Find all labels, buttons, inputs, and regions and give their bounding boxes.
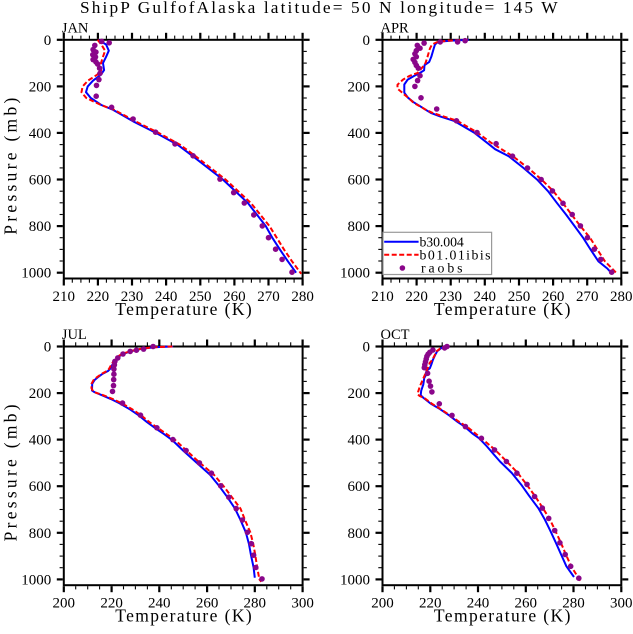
svg-text:270: 270 [576, 289, 599, 305]
svg-text:200: 200 [29, 386, 52, 402]
svg-text:280: 280 [562, 596, 585, 612]
svg-text:250: 250 [508, 289, 531, 305]
svg-text:800: 800 [348, 526, 371, 542]
svg-text:800: 800 [29, 526, 52, 542]
svg-text:230: 230 [121, 289, 144, 305]
svg-text:0: 0 [363, 33, 371, 49]
svg-text:280: 280 [610, 289, 633, 305]
svg-text:210: 210 [371, 289, 394, 305]
svg-text:Pressure (mb): Pressure (mb) [1, 98, 21, 235]
svg-text:Temperature (K): Temperature (K) [434, 299, 571, 319]
svg-text:400: 400 [348, 126, 371, 142]
svg-text:220: 220 [100, 596, 123, 612]
svg-text:240: 240 [155, 289, 178, 305]
svg-text:240: 240 [467, 596, 490, 612]
svg-text:400: 400 [348, 433, 371, 449]
svg-text:240: 240 [148, 596, 171, 612]
svg-text:300: 300 [610, 596, 633, 612]
svg-text:Temperature (K): Temperature (K) [434, 606, 571, 626]
svg-text:230: 230 [439, 289, 462, 305]
svg-text:200: 200 [348, 79, 371, 95]
svg-text:0: 0 [44, 33, 52, 49]
svg-text:raobs: raobs [421, 261, 463, 276]
svg-text:1000: 1000 [21, 266, 51, 282]
svg-text:210: 210 [53, 289, 76, 305]
svg-text:b30.004: b30.004 [420, 234, 464, 249]
svg-text:240: 240 [474, 289, 497, 305]
svg-text:OCT: OCT [381, 327, 410, 343]
svg-text:1000: 1000 [21, 572, 51, 588]
svg-text:600: 600 [29, 479, 52, 495]
svg-text:200: 200 [371, 596, 394, 612]
svg-text:b01.01ibis: b01.01ibis [420, 247, 491, 262]
svg-text:600: 600 [348, 173, 371, 189]
svg-text:600: 600 [29, 173, 52, 189]
svg-text:200: 200 [53, 596, 76, 612]
svg-text:Pressure (mb): Pressure (mb) [1, 404, 21, 541]
svg-text:1000: 1000 [340, 266, 370, 282]
svg-text:Temperature (K): Temperature (K) [115, 606, 252, 626]
svg-text:300: 300 [291, 596, 314, 612]
svg-text:280: 280 [244, 596, 267, 612]
svg-text:0: 0 [363, 340, 371, 356]
svg-text:800: 800 [348, 219, 371, 235]
svg-text:APR: APR [381, 21, 410, 37]
svg-text:260: 260 [223, 289, 246, 305]
svg-text:200: 200 [29, 79, 52, 95]
svg-text:1000: 1000 [340, 572, 370, 588]
svg-text:Temperature (K): Temperature (K) [115, 299, 252, 319]
svg-text:220: 220 [419, 596, 442, 612]
svg-text:260: 260 [542, 289, 565, 305]
svg-text:JAN: JAN [62, 21, 89, 37]
svg-text:400: 400 [29, 126, 52, 142]
svg-text:800: 800 [29, 219, 52, 235]
svg-text:220: 220 [405, 289, 428, 305]
svg-text:JUL: JUL [62, 327, 87, 343]
svg-text:250: 250 [189, 289, 212, 305]
svg-text:200: 200 [348, 386, 371, 402]
svg-text:270: 270 [257, 289, 280, 305]
svg-text:ShipP GulfofAlaska latitude=: ShipP GulfofAlaska latitude= 50 N longit… [80, 0, 558, 17]
svg-text:220: 220 [87, 289, 110, 305]
svg-text:280: 280 [291, 289, 314, 305]
svg-text:260: 260 [196, 596, 219, 612]
svg-text:600: 600 [348, 479, 371, 495]
svg-text:400: 400 [29, 433, 52, 449]
svg-text:0: 0 [44, 340, 52, 356]
svg-text:260: 260 [515, 596, 538, 612]
